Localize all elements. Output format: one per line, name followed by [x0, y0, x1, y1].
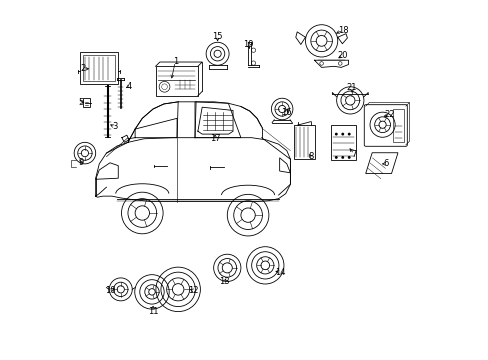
Circle shape — [334, 156, 337, 159]
Circle shape — [341, 133, 344, 135]
Text: 2: 2 — [81, 64, 85, 73]
Circle shape — [341, 156, 344, 159]
Text: 21: 21 — [346, 83, 357, 92]
Text: 1: 1 — [172, 57, 178, 66]
Text: 11: 11 — [147, 307, 158, 316]
Text: 16: 16 — [281, 108, 291, 117]
Text: 22: 22 — [384, 110, 394, 119]
Text: 6: 6 — [383, 159, 388, 168]
Circle shape — [347, 156, 350, 159]
Text: 9: 9 — [79, 158, 84, 167]
Text: 17: 17 — [209, 134, 220, 143]
Text: 18: 18 — [337, 26, 348, 35]
Text: 12: 12 — [188, 286, 199, 295]
Text: 4: 4 — [126, 82, 131, 91]
Text: 13: 13 — [219, 276, 230, 285]
Circle shape — [334, 133, 337, 135]
Text: 8: 8 — [307, 152, 313, 161]
Text: 3: 3 — [112, 122, 117, 131]
Text: 7: 7 — [351, 150, 356, 159]
Text: 19: 19 — [243, 40, 253, 49]
Text: 15: 15 — [212, 32, 223, 41]
Text: 10: 10 — [105, 286, 115, 295]
Circle shape — [347, 133, 350, 135]
Text: 5: 5 — [78, 98, 83, 107]
Text: 20: 20 — [337, 51, 347, 60]
Text: 14: 14 — [275, 268, 285, 277]
